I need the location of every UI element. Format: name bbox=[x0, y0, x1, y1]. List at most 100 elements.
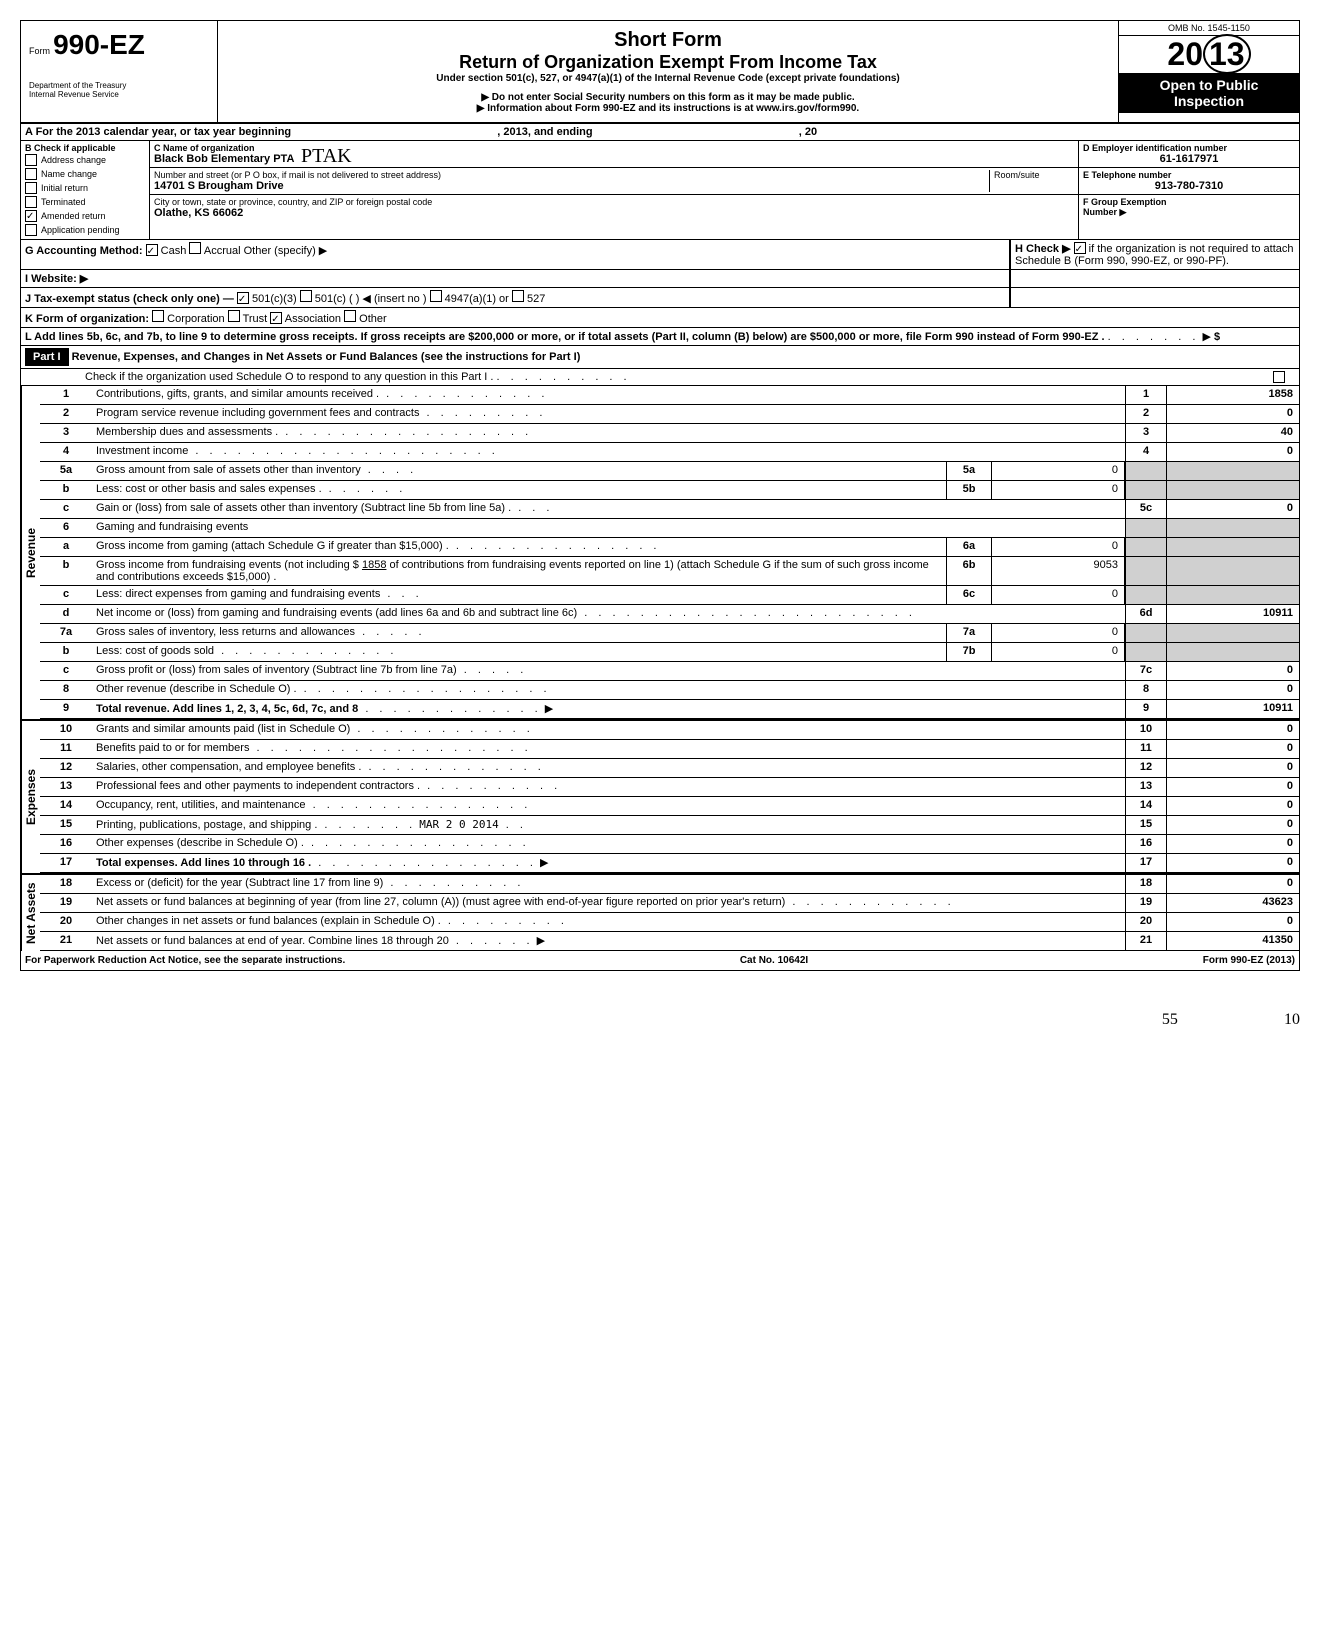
line-7a-num: 7a bbox=[40, 624, 92, 642]
line-5c-label: Gain or (loss) from sale of assets other… bbox=[96, 502, 511, 514]
cb-cash[interactable] bbox=[146, 244, 158, 256]
cb-501c[interactable] bbox=[300, 290, 312, 302]
line-21-val: 41350 bbox=[1166, 932, 1299, 950]
cb-accrual[interactable] bbox=[189, 242, 201, 254]
line-4-val: 0 bbox=[1166, 443, 1299, 461]
cb-name-change[interactable]: Name change bbox=[25, 167, 145, 181]
line-15-num: 15 bbox=[40, 816, 92, 834]
line-6b-sub: 6b bbox=[946, 557, 992, 585]
handwritten-55: 55 bbox=[1162, 1011, 1178, 1028]
cb-corporation[interactable] bbox=[152, 310, 164, 322]
org-name: Black Bob Elementary PTA bbox=[154, 153, 1074, 165]
section-c-label: C Name of organization bbox=[154, 143, 1074, 153]
line-10-val: 0 bbox=[1166, 721, 1299, 739]
line-4-label: Investment income bbox=[96, 445, 188, 457]
part1-title: Revenue, Expenses, and Changes in Net As… bbox=[72, 351, 581, 363]
line-11-box: 11 bbox=[1125, 740, 1166, 758]
cb-schedule-o[interactable] bbox=[1273, 371, 1285, 383]
cb-4947[interactable] bbox=[430, 290, 442, 302]
line-6b-num: b bbox=[40, 557, 92, 585]
open-to-public: Open to Public bbox=[1123, 77, 1295, 93]
cb-schedule-b[interactable] bbox=[1074, 242, 1086, 254]
line-10-num: 10 bbox=[40, 721, 92, 739]
line-14-num: 14 bbox=[40, 797, 92, 815]
line-6c-label: Less: direct expenses from gaming and fu… bbox=[96, 588, 380, 600]
year-prefix: 20 bbox=[1167, 36, 1203, 72]
part1-header: Part I Revenue, Expenses, and Changes in… bbox=[21, 346, 1299, 369]
line-6d-label: Net income or (loss) from gaming and fun… bbox=[96, 607, 577, 619]
cb-527[interactable] bbox=[512, 290, 524, 302]
form-990ez: Form 990-EZ Department of the Treasury I… bbox=[20, 20, 1300, 971]
line-9-label: Total revenue. Add lines 1, 2, 3, 4, 5c,… bbox=[96, 703, 358, 715]
section-a-mid: , 2013, and ending bbox=[497, 126, 592, 138]
line-5a-sub: 5a bbox=[946, 462, 992, 480]
line-7b-subval: 0 bbox=[992, 643, 1125, 661]
city-label: City or town, state or province, country… bbox=[154, 197, 1074, 207]
line-16-val: 0 bbox=[1166, 835, 1299, 853]
cb-association[interactable] bbox=[270, 312, 282, 324]
line-6c-sub: 6c bbox=[946, 586, 992, 604]
line-6c-num: c bbox=[40, 586, 92, 604]
revenue-side-label: Revenue bbox=[21, 386, 40, 719]
inspection: Inspection bbox=[1123, 93, 1295, 109]
line-17-num: 17 bbox=[40, 854, 92, 872]
line-7b-shaded bbox=[1125, 643, 1166, 661]
line-6b-shaded bbox=[1125, 557, 1166, 585]
section-g-label: G Accounting Method: bbox=[25, 245, 143, 257]
street-address: 14701 S Brougham Drive bbox=[154, 180, 989, 192]
line-16-box: 16 bbox=[1125, 835, 1166, 853]
line-6a-subval: 0 bbox=[992, 538, 1125, 556]
ein: 61-1617971 bbox=[1083, 153, 1295, 165]
expenses-section: Expenses 10Grants and similar amounts pa… bbox=[21, 719, 1299, 873]
line-14-box: 14 bbox=[1125, 797, 1166, 815]
line-21-label: Net assets or fund balances at end of ye… bbox=[96, 935, 449, 947]
line-6a-shaded bbox=[1125, 538, 1166, 556]
line-5a-label: Gross amount from sale of assets other t… bbox=[96, 464, 361, 476]
section-k-label: K Form of organization: bbox=[25, 313, 149, 325]
telephone: 913-780-7310 bbox=[1083, 180, 1295, 192]
cb-address-change[interactable]: Address change bbox=[25, 153, 145, 167]
line-9-num: 9 bbox=[40, 700, 92, 718]
line-8-val: 0 bbox=[1166, 681, 1299, 699]
line-12-box: 12 bbox=[1125, 759, 1166, 777]
line-6b-contrib: 1858 bbox=[362, 559, 386, 571]
line-13-num: 13 bbox=[40, 778, 92, 796]
cb-other-org[interactable] bbox=[344, 310, 356, 322]
line-11-num: 11 bbox=[40, 740, 92, 758]
line-15-label: Printing, publications, postage, and shi… bbox=[96, 819, 317, 831]
cb-terminated[interactable]: Terminated bbox=[25, 195, 145, 209]
line-7a-subval: 0 bbox=[992, 624, 1125, 642]
line-5b-valshaded bbox=[1166, 481, 1299, 499]
line-1-num: 1 bbox=[40, 386, 92, 404]
line-6a-sub: 6a bbox=[946, 538, 992, 556]
cb-501c3[interactable] bbox=[237, 292, 249, 304]
section-a-label: A For the 2013 calendar year, or tax yea… bbox=[25, 126, 291, 138]
part1-check-o: Check if the organization used Schedule … bbox=[21, 369, 1299, 386]
line-12-num: 12 bbox=[40, 759, 92, 777]
line-7a-shaded bbox=[1125, 624, 1166, 642]
form-label: Form bbox=[29, 46, 50, 56]
cb-application-pending[interactable]: Application pending bbox=[25, 223, 145, 237]
line-2-box: 2 bbox=[1125, 405, 1166, 423]
cb-trust[interactable] bbox=[228, 310, 240, 322]
cb-amended-return[interactable]: Amended return bbox=[25, 209, 145, 223]
line-6c-valshaded bbox=[1166, 586, 1299, 604]
line-6a-label: Gross income from gaming (attach Schedul… bbox=[96, 540, 449, 552]
line-8-num: 8 bbox=[40, 681, 92, 699]
section-b-label: B Check if applicable bbox=[25, 143, 145, 153]
line-3-num: 3 bbox=[40, 424, 92, 442]
section-e-label: E Telephone number bbox=[1083, 170, 1295, 180]
line-7c-label: Gross profit or (loss) from sales of inv… bbox=[96, 664, 457, 676]
line-7b-label: Less: cost of goods sold bbox=[96, 645, 214, 657]
line-5b-sub: 5b bbox=[946, 481, 992, 499]
cb-initial-return[interactable]: Initial return bbox=[25, 181, 145, 195]
line-21-box: 21 bbox=[1125, 932, 1166, 950]
line-5a-num: 5a bbox=[40, 462, 92, 480]
line-8-box: 8 bbox=[1125, 681, 1166, 699]
line-3-box: 3 bbox=[1125, 424, 1166, 442]
form-ref: Form 990-EZ (2013) bbox=[1203, 955, 1295, 966]
line-4-num: 4 bbox=[40, 443, 92, 461]
line-15-val: 0 bbox=[1166, 816, 1299, 834]
line-5c-val: 0 bbox=[1166, 500, 1299, 518]
cat-number: Cat No. 10642I bbox=[740, 955, 808, 966]
